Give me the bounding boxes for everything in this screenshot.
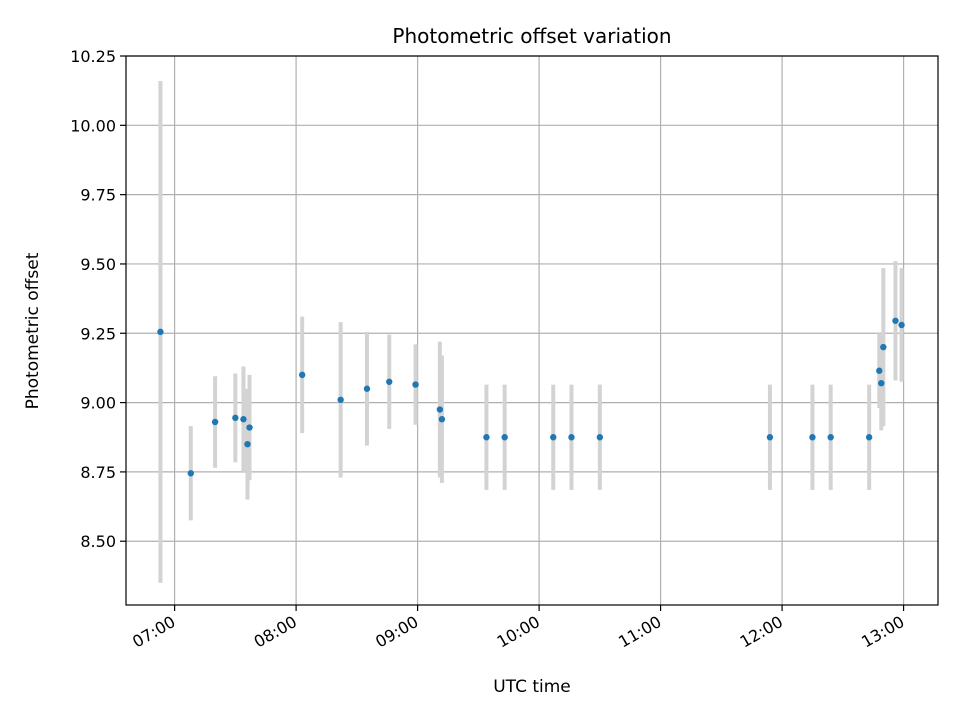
grid [126,55,938,605]
chart-title: Photometric offset variation [392,24,671,48]
plot-frame [125,55,939,606]
data-point [246,424,253,431]
y-axis-label: Photometric offset [23,252,43,409]
data-point [240,416,247,423]
y-tick-label: 8.50 [80,532,116,551]
data-point [412,381,419,388]
data-point [827,434,834,441]
data-point [187,470,194,477]
data-point [337,396,344,404]
data-point [766,434,774,441]
data-point [568,434,575,441]
y-tick-label: 10.25 [70,47,116,66]
y-tick-label: 9.00 [80,394,116,413]
data-point [363,385,371,392]
data-point [232,414,239,422]
data-point [550,434,557,441]
data-point [898,321,905,329]
data-point [892,317,899,324]
data-point [436,406,444,413]
y-tick-label: 8.75 [80,463,116,482]
data-point [211,418,219,426]
y-tick-label: 9.50 [80,255,116,274]
data-point [501,434,508,441]
y-tick-label: 9.75 [80,186,116,205]
data-point [596,434,604,441]
y-axis: 8.50 8.75 9.00 9.25 9.50 9.75 10.00 10.25 [70,47,126,551]
data-point [244,440,251,448]
data-point [880,343,887,351]
data-points [157,317,905,477]
data-point [298,371,306,379]
data-point [865,434,873,441]
data-point [386,378,393,385]
data-point [157,328,164,336]
y-tick-label: 10.00 [70,116,116,135]
data-point [878,379,885,387]
y-tick-label: 9.25 [80,324,116,343]
x-axis-label: UTC time [493,677,571,697]
data-point [809,434,816,441]
data-point [876,367,883,374]
data-point [483,434,490,441]
data-point [438,416,446,423]
